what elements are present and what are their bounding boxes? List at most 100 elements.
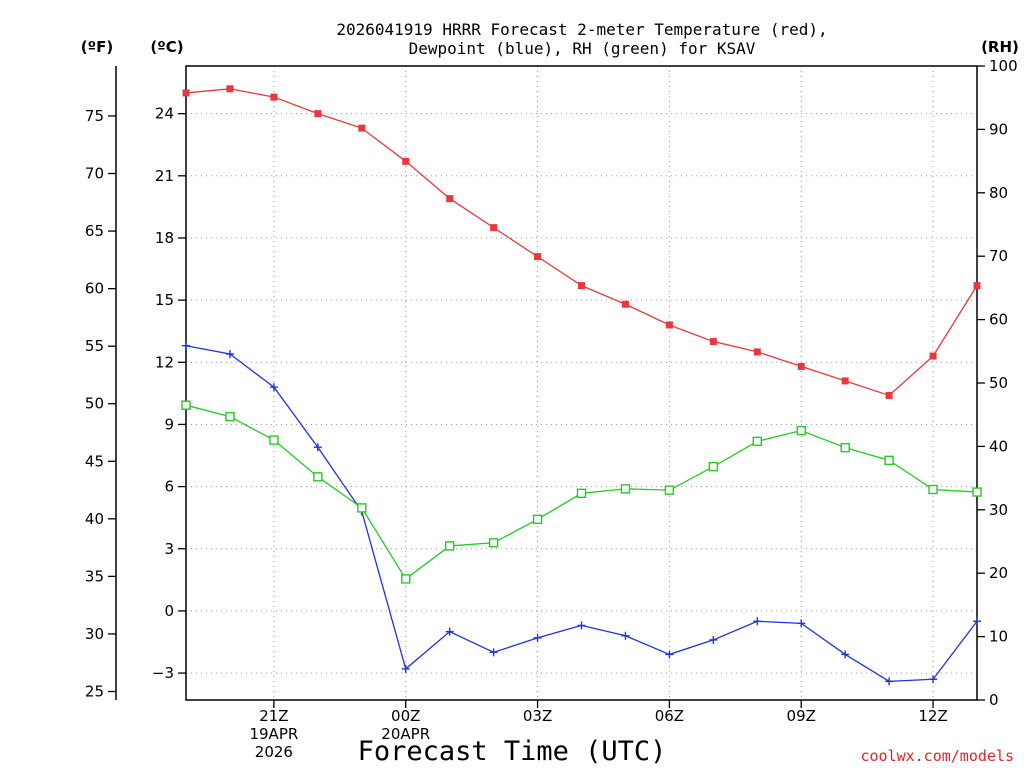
- dewpoint-point: [973, 617, 981, 626]
- celsius-tick-label: −3: [152, 664, 174, 682]
- temperature-point: [358, 124, 366, 132]
- rh-point: [708, 461, 719, 472]
- dewpoint-series: [182, 341, 981, 686]
- celsius-unit-label: (ºC): [150, 38, 183, 56]
- dewpoint-point: [665, 650, 674, 659]
- rh-point: [752, 436, 762, 447]
- celsius-tick-labels: −3 0 3 6 9 12 15 18 21 24: [152, 105, 174, 682]
- temperature-point: [314, 110, 322, 118]
- rh-point: [576, 488, 587, 499]
- dewpoint-point: [885, 677, 894, 686]
- rh-unit-label: (RH): [981, 38, 1019, 56]
- celsius-tick-label: 24: [155, 105, 174, 123]
- dewpoint-point: [445, 627, 454, 636]
- fahrenheit-tick-label: 45: [85, 452, 104, 470]
- temperature-point: [226, 85, 234, 93]
- celsius-tick-label: 0: [164, 602, 174, 620]
- temperature-point: [885, 391, 893, 399]
- rh-point: [401, 574, 411, 584]
- time-tick-label: 12Z: [918, 707, 947, 725]
- fahrenheit-tick-label: 50: [85, 395, 104, 413]
- time-tick-label: 19APR: [249, 725, 298, 743]
- celsius-tick-label: 21: [155, 167, 174, 185]
- x-axis-label: Forecast Time (UTC): [358, 736, 667, 767]
- credit-text: coolwx.com/models: [860, 747, 1014, 765]
- rh-series: [181, 400, 982, 584]
- celsius-tick-label: 12: [155, 353, 174, 371]
- grid-lines: [186, 66, 977, 700]
- dewpoint-point: [929, 675, 938, 684]
- dewpoint-line: [185, 345, 978, 683]
- rh-tick-label: 50: [989, 374, 1008, 392]
- dewpoint-point: [621, 631, 630, 640]
- temperature-point: [929, 352, 937, 360]
- rh-tick-label: 80: [989, 184, 1008, 202]
- rh-tick-label: 0: [989, 691, 999, 709]
- temperature-point: [665, 321, 673, 329]
- rh-point: [796, 425, 806, 436]
- temperature-point: [621, 300, 629, 308]
- fahrenheit-unit-label: (ºF): [81, 38, 113, 56]
- fahrenheit-tick-label: 55: [85, 337, 104, 355]
- fahrenheit-tick-labels: 25 30 35 40 45 50 55 60 65 70 75: [85, 107, 104, 701]
- dewpoint-point: [225, 349, 234, 358]
- rh-tick-label: 10: [989, 628, 1008, 646]
- fahrenheit-tick-label: 30: [85, 625, 104, 643]
- rh-point: [357, 503, 367, 513]
- rh-point: [972, 487, 982, 497]
- rh-point: [269, 435, 279, 445]
- rh-point: [488, 538, 499, 548]
- rh-point: [225, 411, 235, 422]
- dewpoint-point: [489, 648, 498, 657]
- time-tick-label: 21Z: [259, 707, 288, 725]
- rh-tick-label: 60: [989, 311, 1008, 329]
- celsius-tick-label: 15: [155, 291, 174, 309]
- temperature-point: [753, 348, 761, 356]
- dewpoint-point: [533, 633, 542, 642]
- rh-point: [928, 484, 938, 495]
- rh-point: [181, 400, 191, 410]
- dewpoint-point: [182, 341, 190, 350]
- fahrenheit-tick-label: 25: [85, 682, 104, 700]
- temperature-point: [490, 224, 498, 232]
- axes: [108, 65, 985, 708]
- fahrenheit-tick-label: 75: [85, 107, 104, 125]
- celsius-tick-label: 18: [155, 229, 174, 247]
- time-tick-label: 09Z: [787, 707, 816, 725]
- dewpoint-point: [753, 617, 762, 626]
- time-tick-label: 2026: [255, 743, 293, 761]
- dewpoint-point: [797, 619, 806, 628]
- dewpoint-point: [269, 383, 278, 392]
- fahrenheit-tick-label: 65: [85, 222, 104, 240]
- rh-tick-labels: 0 10 20 30 40 50 60 70 80 90 100: [989, 57, 1018, 709]
- temperature-point: [402, 157, 410, 165]
- temperature-point: [973, 282, 981, 290]
- temperature-series: [182, 85, 981, 399]
- rh-tick-label: 40: [989, 437, 1008, 455]
- time-tick-label: 06Z: [655, 707, 684, 725]
- temperature-point: [578, 282, 585, 290]
- temperature-point: [797, 362, 805, 370]
- rh-tick-label: 70: [989, 247, 1008, 265]
- data-series: [181, 85, 982, 686]
- plot-frame: [185, 65, 978, 701]
- celsius-tick-label: 3: [164, 540, 174, 558]
- dewpoint-point: [401, 664, 410, 673]
- temperature-line: [185, 88, 978, 397]
- celsius-tick-label: 6: [164, 478, 174, 496]
- rh-point: [840, 442, 850, 453]
- rh-point: [620, 484, 631, 494]
- rh-point: [313, 472, 323, 482]
- temperature-point: [182, 89, 190, 97]
- rh-tick-label: 20: [989, 564, 1008, 582]
- rh-tick-label: 90: [989, 120, 1008, 138]
- temperature-point: [841, 377, 849, 385]
- rh-tick-label: 100: [989, 57, 1018, 75]
- chart-title-line1: 2026041919 HRRR Forecast 2-meter Tempera…: [336, 20, 827, 39]
- rh-point: [884, 455, 894, 466]
- temperature-point: [709, 338, 717, 346]
- rh-tick-label: 30: [989, 501, 1008, 519]
- fahrenheit-tick-label: 70: [85, 165, 104, 183]
